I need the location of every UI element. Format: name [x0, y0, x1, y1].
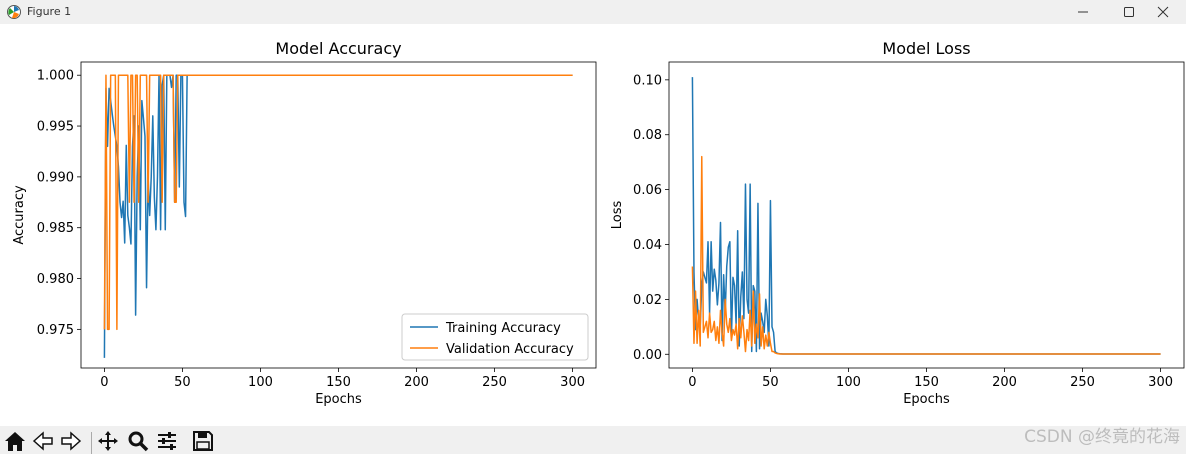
app-icon: [7, 5, 21, 19]
y-tick-label: 0.975: [37, 323, 74, 338]
plot-frame: [668, 61, 1185, 369]
y-axis-label: Accuracy: [12, 185, 27, 245]
x-tick-label: 250: [482, 375, 507, 390]
chart-title: Model Accuracy: [275, 39, 401, 58]
x-tick-label: 250: [1070, 375, 1095, 390]
x-axis-label: Epochs: [903, 392, 950, 407]
watermark: CSDN @终竟的花海: [1024, 427, 1180, 447]
accuracy-plot: Model Accuracy 0 50 100 150 200 250 300 0.975 0.9…: [12, 39, 597, 407]
series-line-1: [103, 74, 573, 331]
close-icon: [1157, 6, 1169, 18]
y-tick-label: 0.985: [37, 221, 74, 236]
y-tick-label: 0.995: [37, 120, 74, 135]
legend-box: [401, 313, 589, 361]
maximize-button[interactable]: [1106, 0, 1152, 24]
back-icon: [32, 431, 53, 451]
y-tick-label: 0.08: [633, 128, 662, 143]
x-tick-label: 0: [688, 375, 696, 390]
x-tick-label: 200: [404, 375, 429, 390]
chart-title: Model Loss: [882, 39, 970, 58]
x-tick-label: 50: [174, 375, 191, 390]
minimize-button[interactable]: [1060, 0, 1106, 24]
zoom-icon: [128, 431, 149, 452]
series-line-0: [691, 77, 1161, 355]
legend: Training Accuracy Validation Accuracy: [401, 313, 589, 361]
navigation-toolbar: [0, 426, 1186, 454]
y-tick-label: 0.02: [633, 293, 662, 308]
x-tick-label: 100: [836, 375, 861, 390]
pan-button[interactable]: [95, 430, 121, 454]
save-icon: [193, 431, 213, 451]
back-button[interactable]: [30, 430, 56, 454]
minimize-icon: [1078, 11, 1088, 13]
home-button[interactable]: [2, 430, 28, 454]
x-tick-label: 300: [560, 375, 585, 390]
title-bar: Figure 1: [0, 0, 1186, 24]
series-group: [691, 77, 1161, 355]
maximize-icon: [1124, 7, 1134, 17]
y-tick-label: 0.980: [37, 272, 74, 287]
window-title: Figure 1: [27, 5, 72, 18]
forward-button[interactable]: [58, 430, 84, 454]
configure-subplots-button[interactable]: [154, 430, 180, 454]
figure-canvas: Model Accuracy 0 50 100 150 200 250 300 0.975 0.9…: [12, 39, 1185, 407]
configure-subplots-icon: [158, 432, 176, 450]
x-tick-label: 300: [1148, 375, 1173, 390]
y-tick-label: 0.04: [633, 238, 662, 253]
zoom-button[interactable]: [125, 430, 151, 454]
x-tick-label: 50: [762, 375, 779, 390]
y-tick-label: 0.06: [633, 183, 662, 198]
y-tick-label: 0.00: [633, 348, 662, 363]
legend-label-1: Validation Accuracy: [446, 342, 574, 357]
loss-plot: Model Loss 0 50 100 150 200 250 300 0.00 0.02 0.04…: [610, 39, 1185, 407]
y-tick-label: 0.990: [37, 170, 74, 185]
x-axis-label: Epochs: [315, 392, 362, 407]
plot-frame: [80, 61, 597, 369]
pan-icon: [98, 431, 118, 451]
series-line-1: [691, 155, 1161, 355]
save-button[interactable]: [190, 430, 216, 454]
series-group: [103, 74, 573, 358]
x-tick-label: 150: [326, 375, 351, 390]
y-axis-label: Loss: [610, 201, 625, 230]
legend-label-0: Training Accuracy: [445, 321, 561, 336]
x-tick-label: 150: [914, 375, 939, 390]
x-tick-label: 100: [248, 375, 273, 390]
toolbar-separator: [91, 432, 92, 454]
close-button[interactable]: [1140, 0, 1186, 24]
y-tick-label: 1.000: [37, 69, 74, 84]
home-icon: [5, 432, 25, 451]
forward-icon: [61, 431, 82, 451]
y-tick-label: 0.10: [633, 73, 662, 88]
x-tick-label: 200: [992, 375, 1017, 390]
x-tick-label: 0: [100, 375, 108, 390]
